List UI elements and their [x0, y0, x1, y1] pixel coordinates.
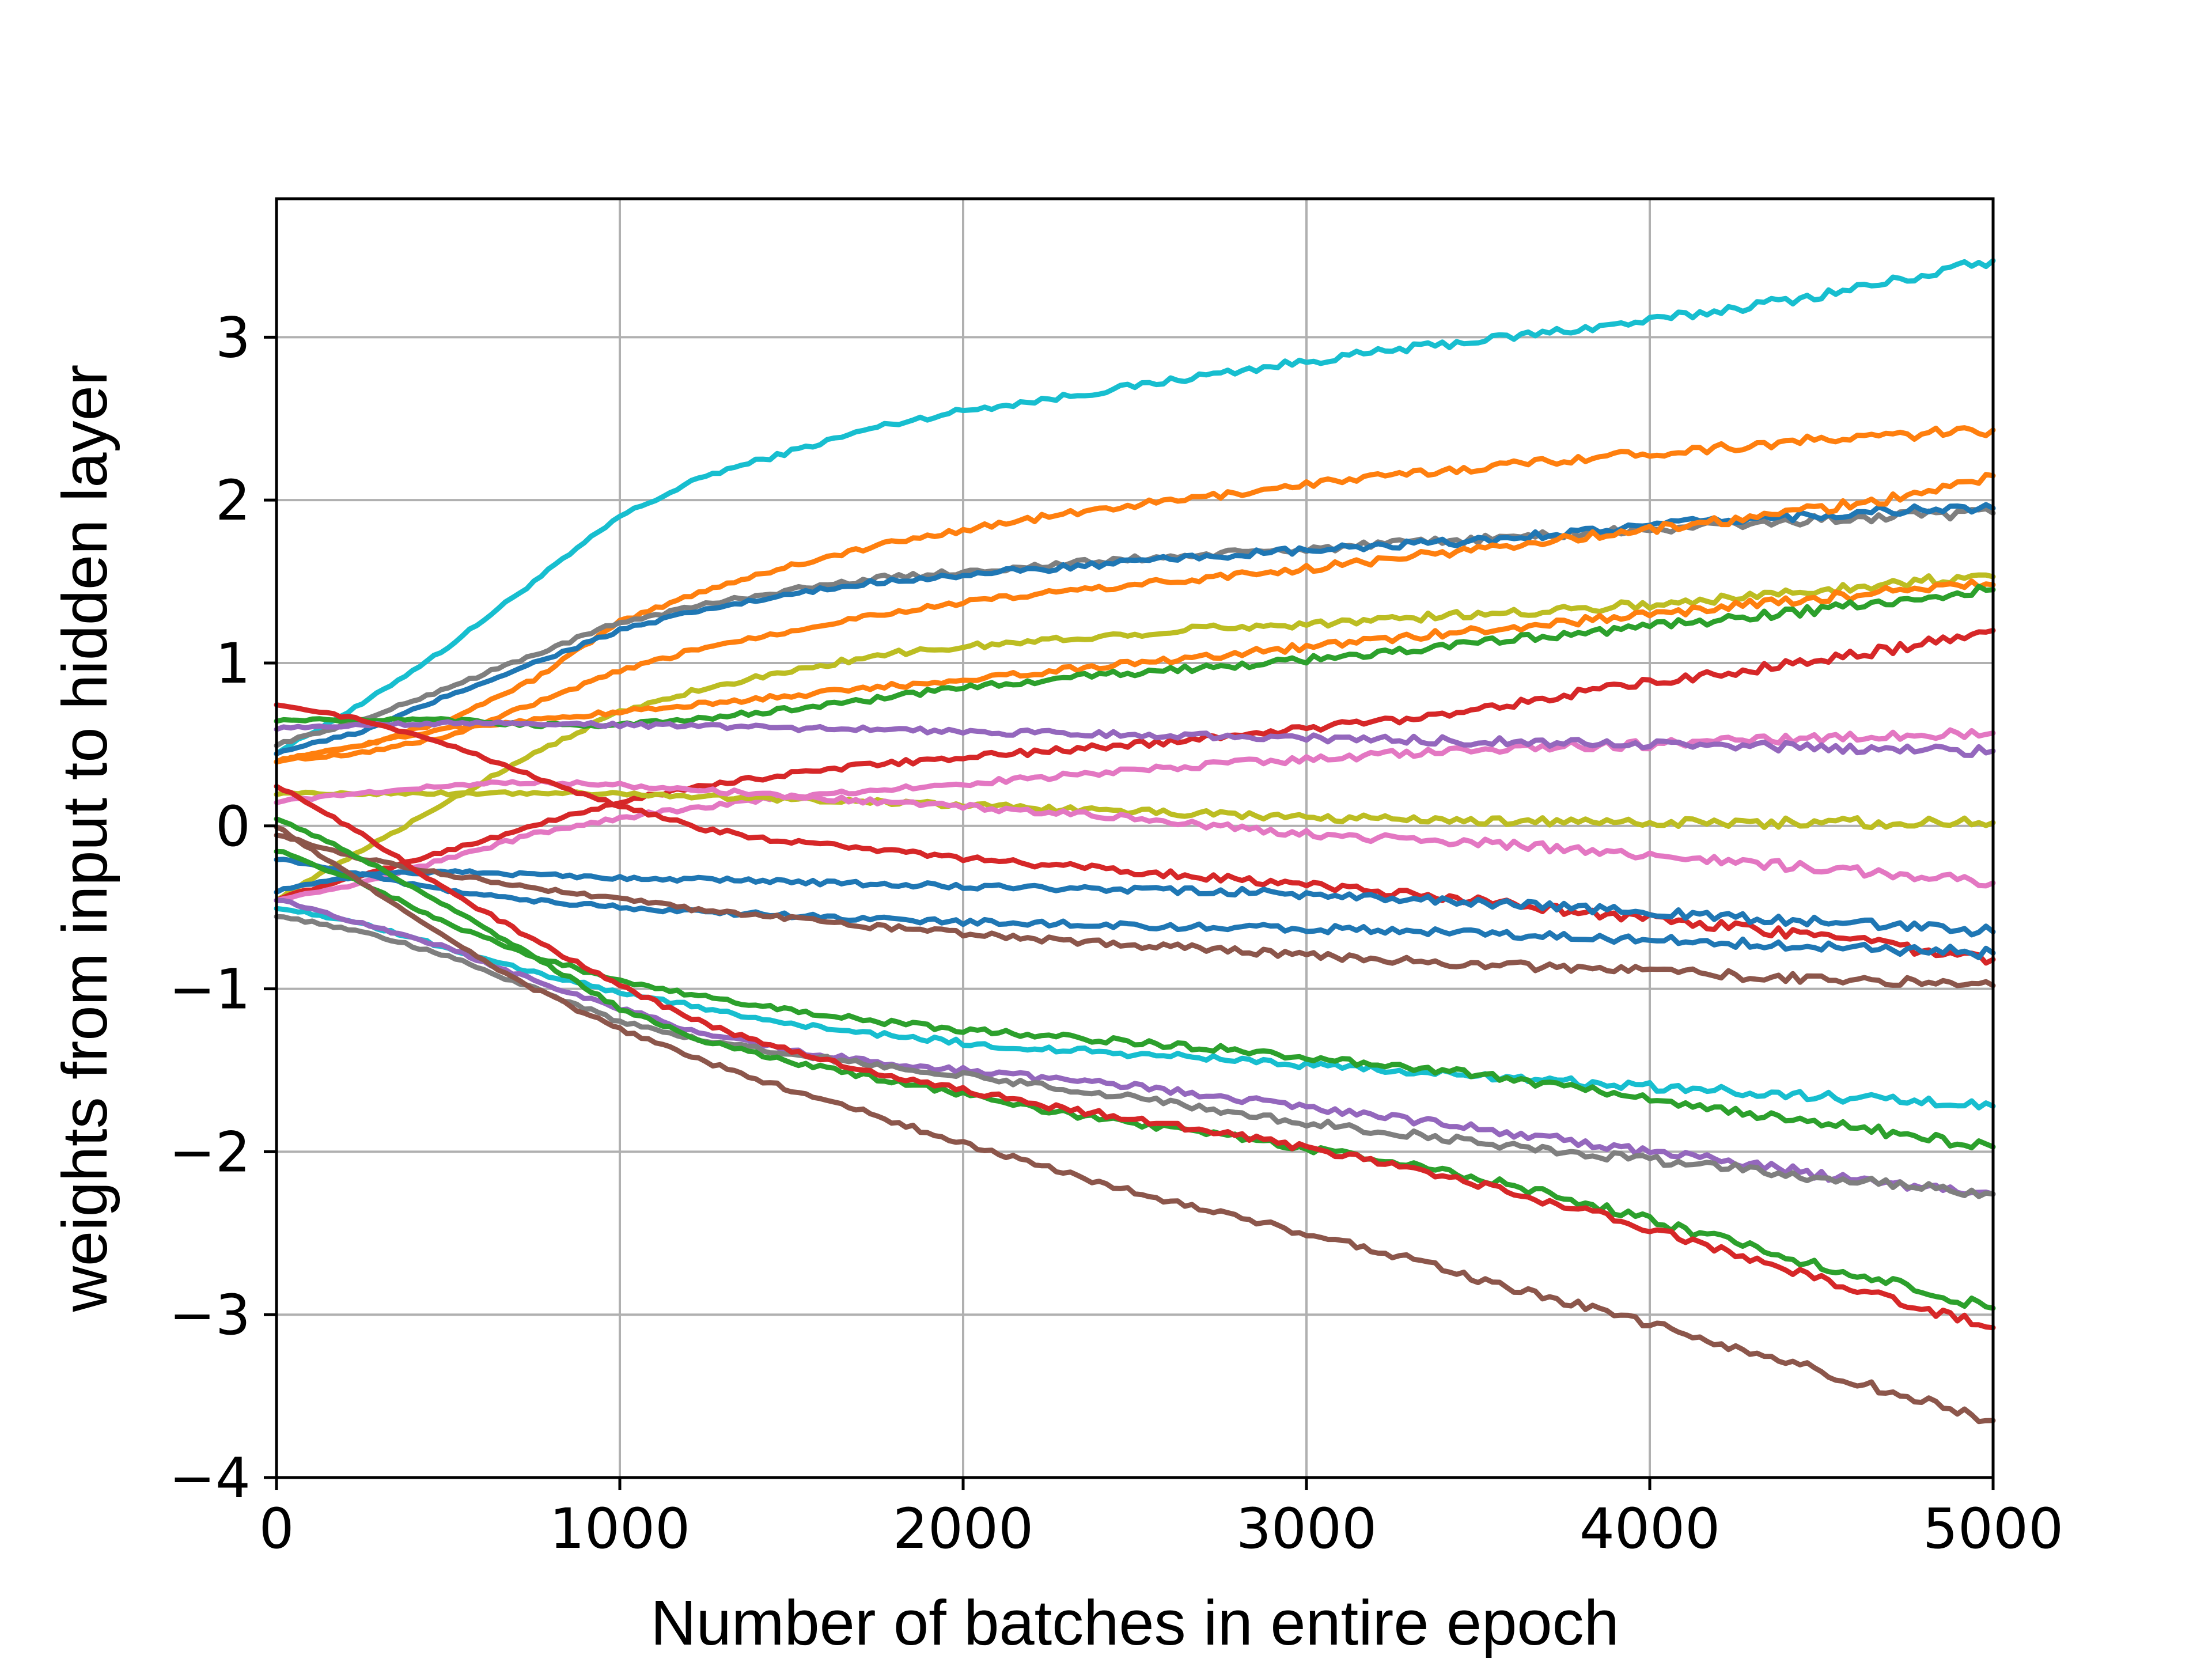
y-tick-label: 3 [215, 305, 251, 370]
series-line-10 [274, 727, 1996, 903]
series-line-20 [274, 897, 1996, 1197]
x-tick-label: 1000 [550, 1497, 690, 1561]
x-tick-label: 3000 [1236, 1497, 1377, 1561]
series-line-18 [274, 906, 1996, 1111]
series-line-2 [274, 425, 1996, 765]
series-line-23 [274, 783, 1996, 1331]
plot-area [274, 258, 1996, 1425]
series-line-13 [274, 778, 1996, 889]
series-line-9 [274, 627, 1996, 903]
x-tick-label: 2000 [893, 1497, 1033, 1561]
x-tick-label: 4000 [1580, 1497, 1720, 1561]
series-line-11 [274, 719, 1996, 758]
series-line-19 [274, 849, 1996, 1150]
y-tick-label: 2 [215, 468, 251, 533]
series-line-1 [274, 258, 1996, 757]
axis-ticks: 0 1000 2000 3000 4000 5000 −4 −3 −2 −1 0 1 2 3 [169, 305, 2063, 1561]
series-line-22 [274, 816, 1996, 1311]
series-line-14 [274, 702, 1996, 966]
series-line-5 [274, 472, 1996, 765]
y-tick-label: 0 [215, 794, 251, 859]
y-tick-label: −2 [169, 1120, 251, 1184]
x-tick-label: 0 [259, 1497, 294, 1561]
y-axis-label: weights from input to hidden layer [50, 365, 120, 1313]
series-line-12 [274, 789, 1996, 831]
series-line-17 [274, 832, 1996, 988]
y-tick-label: 1 [215, 631, 251, 696]
x-tick-label: 5000 [1923, 1497, 2063, 1561]
y-tick-label: −4 [169, 1446, 251, 1510]
y-tick-label: −1 [169, 957, 251, 1022]
x-axis-label: Number of batches in entire epoch [650, 1588, 1619, 1658]
series-line-15 [274, 868, 1996, 938]
y-tick-label: −3 [169, 1283, 251, 1347]
series-line-7 [274, 578, 1996, 765]
series-line-6 [274, 572, 1996, 903]
series-line-16 [274, 857, 1996, 960]
axes-frame [275, 197, 1995, 1479]
series-line-24 [274, 824, 1996, 1425]
